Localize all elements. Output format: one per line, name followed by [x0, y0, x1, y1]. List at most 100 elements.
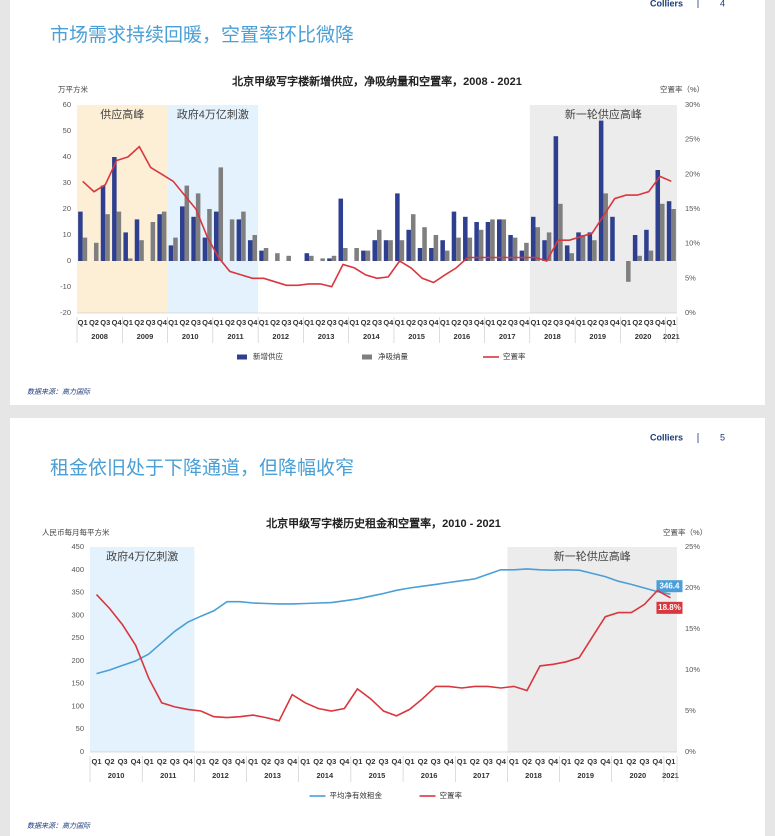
bar: [406, 229, 411, 261]
y-tick-label: 10: [63, 230, 71, 239]
bar: [377, 229, 382, 261]
x-tick-label: Q1: [349, 318, 359, 327]
y-tick-label: 150: [71, 679, 84, 688]
bar: [558, 203, 563, 261]
period-label: 供应高峰: [100, 107, 144, 121]
bar: [671, 209, 676, 261]
bar: [501, 219, 507, 261]
period-band: [507, 547, 677, 752]
y-tick-label: -20: [60, 308, 71, 317]
bar: [207, 209, 212, 261]
x-tick-label: Q3: [326, 757, 336, 766]
bar: [451, 211, 457, 261]
y2-axis-label: 空置率（%）: [663, 527, 707, 537]
year-label: 2021: [663, 332, 680, 341]
x-tick-label: Q1: [665, 757, 675, 766]
x-tick-label: Q4: [157, 318, 168, 327]
bar: [247, 240, 253, 261]
bar: [161, 211, 167, 261]
bar: [365, 250, 371, 261]
x-tick-label: Q2: [315, 318, 325, 327]
x-tick-label: Q4: [293, 318, 304, 327]
x-tick-label: Q2: [105, 757, 115, 766]
period-label: 政府4万亿刺激: [106, 549, 178, 563]
x-tick-label: Q1: [405, 757, 415, 766]
legend-label: 净吸纳量: [378, 351, 408, 361]
x-tick-label: Q3: [274, 757, 284, 766]
x-tick-label: Q3: [431, 757, 441, 766]
bar: [580, 235, 586, 261]
x-tick-label: Q1: [440, 318, 450, 327]
year-label: 2010: [108, 771, 125, 780]
brand: Colliers: [650, 432, 683, 442]
bar: [320, 258, 325, 261]
bar: [78, 211, 83, 261]
bar: [660, 203, 665, 261]
y2-tick-label: 10%: [685, 239, 700, 248]
y-axis-label: 万平方米: [58, 84, 88, 94]
x-tick-label: Q3: [483, 757, 493, 766]
year-label: 2015: [408, 332, 425, 341]
year-label: 2013: [264, 771, 281, 780]
x-tick-label: Q2: [313, 757, 323, 766]
bar: [519, 250, 525, 261]
bar: [259, 250, 264, 261]
year-label: 2019: [589, 332, 606, 341]
page-number: 5: [720, 432, 725, 442]
bar: [535, 227, 541, 261]
x-tick-label: Q1: [530, 318, 540, 327]
y-tick-label: 350: [71, 588, 84, 597]
y-tick-label: 50: [63, 126, 71, 135]
chart-title: 北京甲级写字楼历史租金和空置率，2010 - 2021: [266, 516, 501, 530]
bar: [626, 261, 631, 282]
y-tick-label: 30: [63, 178, 71, 187]
x-tick-label: Q3: [146, 318, 156, 327]
bar: [508, 235, 513, 261]
bar: [180, 206, 185, 261]
bar: [372, 240, 377, 261]
legend-label: 平均净有效租金: [330, 790, 383, 800]
bar: [524, 242, 529, 261]
x-tick-label: Q1: [144, 757, 154, 766]
year-label: 2019: [577, 771, 594, 780]
x-tick-label: Q4: [655, 318, 666, 327]
value-label: 346.4: [659, 581, 680, 590]
x-tick-label: Q1: [123, 318, 133, 327]
x-tick-label: Q2: [157, 757, 167, 766]
bar: [644, 229, 649, 261]
year-label: 2010: [182, 332, 199, 341]
x-tick-label: Q4: [202, 318, 213, 327]
year-label: 2012: [272, 332, 289, 341]
x-tick-label: Q3: [587, 757, 597, 766]
bar: [331, 255, 337, 261]
y2-axis-label: 空置率（%）: [660, 84, 704, 94]
bar: [490, 219, 495, 261]
y2-tick-label: 5%: [685, 273, 696, 282]
bar: [309, 255, 314, 261]
x-tick-label: Q2: [361, 318, 371, 327]
bar: [229, 219, 235, 261]
bar: [429, 248, 434, 261]
x-tick-label: Q1: [613, 757, 623, 766]
x-tick-label: Q2: [470, 757, 480, 766]
bar: [213, 211, 219, 261]
x-tick-label: Q1: [304, 318, 314, 327]
y-tick-label: 0: [67, 256, 71, 265]
y-tick-label: 300: [71, 610, 84, 619]
legend-swatch: [362, 354, 372, 360]
x-tick-label: Q1: [485, 318, 495, 327]
bar: [564, 245, 570, 261]
x-tick-label: Q4: [519, 318, 530, 327]
x-tick-label: Q3: [100, 318, 110, 327]
year-label: 2008: [91, 332, 108, 341]
bar: [433, 235, 439, 261]
bar: [399, 240, 405, 261]
x-tick-label: Q1: [196, 757, 206, 766]
x-tick-label: Q1: [168, 318, 178, 327]
year-label: 2015: [369, 771, 386, 780]
bar: [388, 240, 393, 261]
period-band: [90, 547, 195, 752]
bar: [467, 237, 473, 261]
x-tick-label: Q1: [259, 318, 269, 327]
x-tick-label: Q3: [372, 318, 382, 327]
